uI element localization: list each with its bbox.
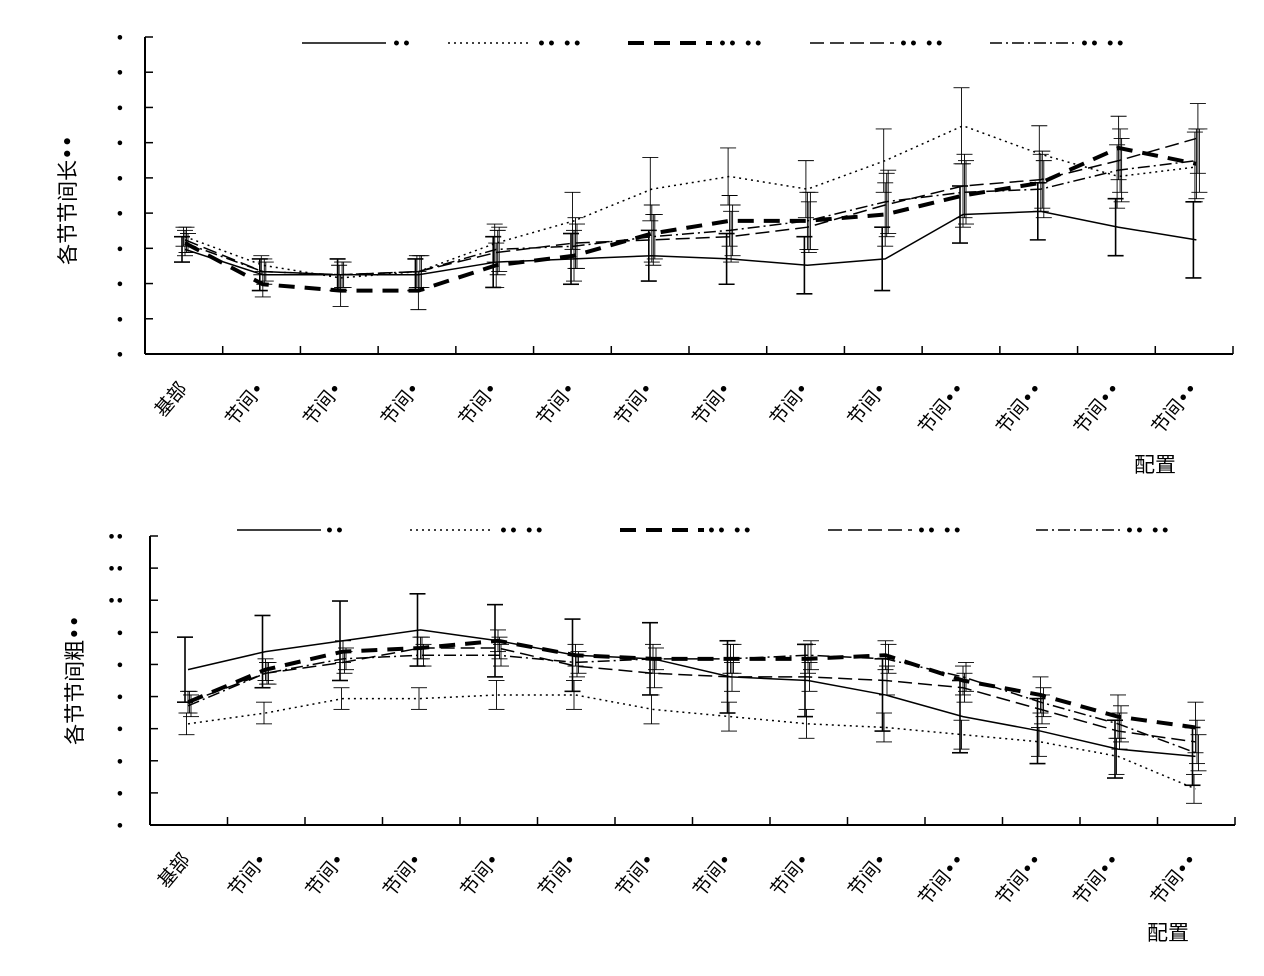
legend-label: •• •• xyxy=(899,36,945,52)
x-tick-label: 基部 xyxy=(151,378,192,421)
y-tick-label: • xyxy=(116,313,124,328)
y-tick-label: •• xyxy=(107,562,124,577)
series-line xyxy=(187,654,1196,754)
legend-label: •• xyxy=(392,36,412,52)
series-line xyxy=(184,145,1197,293)
x-tick-label: 节间• xyxy=(456,849,504,901)
legend-label: •• •• xyxy=(718,36,764,52)
y-tick-label: • xyxy=(116,278,124,293)
x-tick-label: 节间• xyxy=(689,849,737,901)
series-line xyxy=(184,159,1197,276)
y-tick-label: • xyxy=(116,691,124,706)
x-tick-label: 节间•• xyxy=(992,849,1048,909)
x-tick-label: 节间• xyxy=(532,378,580,430)
y-tick-label: • xyxy=(116,207,124,222)
y-tick-label: • xyxy=(116,348,124,363)
legend-label: •• •• xyxy=(499,523,545,539)
series-4 xyxy=(181,636,1205,765)
legend-label: •• •• xyxy=(917,523,963,539)
x-tick-label: 节间• xyxy=(766,849,814,901)
x-tick-label: 节间•• xyxy=(1069,849,1125,909)
y-tick-label: • xyxy=(116,755,124,770)
x-tick-label: 节间• xyxy=(534,849,582,901)
y-tick-label: • xyxy=(116,172,124,187)
legend-label: •• •• xyxy=(1125,523,1171,539)
series-line xyxy=(187,647,1196,743)
x-tick-label: 节间• xyxy=(377,378,425,430)
y-tick-label: • xyxy=(116,31,124,46)
x-tick-label: 节间• xyxy=(221,378,269,430)
series-line xyxy=(187,629,1196,758)
series-3 xyxy=(180,629,1204,754)
x-tick-label: 节间•• xyxy=(914,378,970,438)
legend-label: •• •• xyxy=(1080,36,1126,52)
y-tick-label: •• xyxy=(107,530,124,545)
y-tick-label: • xyxy=(116,787,124,802)
x-tick-label: 节间•• xyxy=(992,378,1048,438)
legend-label: •• •• xyxy=(537,36,583,52)
x-tick-label: 节间•• xyxy=(914,849,970,909)
x-tick-label: 节间• xyxy=(766,378,814,430)
series-1 xyxy=(177,592,1201,787)
series-4 xyxy=(178,103,1206,288)
series-line xyxy=(184,124,1197,279)
x-tick-label: 节间•• xyxy=(1147,849,1203,909)
x-tick-label: 节间• xyxy=(844,378,892,430)
x-tick-label: 节间• xyxy=(224,849,272,901)
series-5 xyxy=(183,640,1207,772)
y-axis-title: 各节节间粗•• xyxy=(63,615,87,745)
x-tick-label: 节间•• xyxy=(1148,378,1204,438)
x-tick-label: 节间• xyxy=(611,849,659,901)
series-2 xyxy=(178,680,1202,804)
x-tick-label: 节间•• xyxy=(1070,378,1126,438)
y-tick-label: • xyxy=(116,66,124,81)
y-tick-label: • xyxy=(116,626,124,641)
y-tick-label: •• xyxy=(107,594,124,609)
y-tick-label: • xyxy=(116,242,124,257)
series-5 xyxy=(180,128,1208,288)
series-line xyxy=(184,137,1197,276)
y-tick-label: • xyxy=(116,819,124,834)
series-line xyxy=(184,210,1197,276)
y-axis-title: 各节节间长•• xyxy=(56,135,80,265)
chart-1: ••••••••••基部 节间• 节间• 节间• 节间• 节间• 节间• 节间• 节间• 节间• 节… xyxy=(56,31,1234,477)
legend-label: •• xyxy=(325,523,345,539)
x-tick-label: 节间• xyxy=(301,849,349,901)
x-tick-label: 节间• xyxy=(379,849,427,901)
x-tick-label: 节间• xyxy=(844,849,892,901)
x-axis-title: 配置 xyxy=(1147,921,1189,945)
x-tick-label: 节间• xyxy=(688,378,736,430)
legend-label: •• •• xyxy=(707,523,753,539)
series-2 xyxy=(175,87,1203,292)
x-tick-label: 节间• xyxy=(455,378,503,430)
series-line xyxy=(187,638,1196,730)
y-tick-label: • xyxy=(116,137,124,152)
x-tick-label: 节间• xyxy=(610,378,658,430)
y-tick-label: • xyxy=(116,101,124,116)
x-axis-title: 配置 xyxy=(1134,453,1176,477)
x-tick-label: 节间• xyxy=(299,378,347,430)
y-tick-label: • xyxy=(116,723,124,738)
y-tick-label: • xyxy=(116,658,124,673)
x-tick-label: 基部 xyxy=(154,849,195,892)
chart-2: •••••••••••••基部 节间• 节间• 节间• 节间• 节间• 节间• 节间• 节间• 节… xyxy=(63,523,1236,945)
